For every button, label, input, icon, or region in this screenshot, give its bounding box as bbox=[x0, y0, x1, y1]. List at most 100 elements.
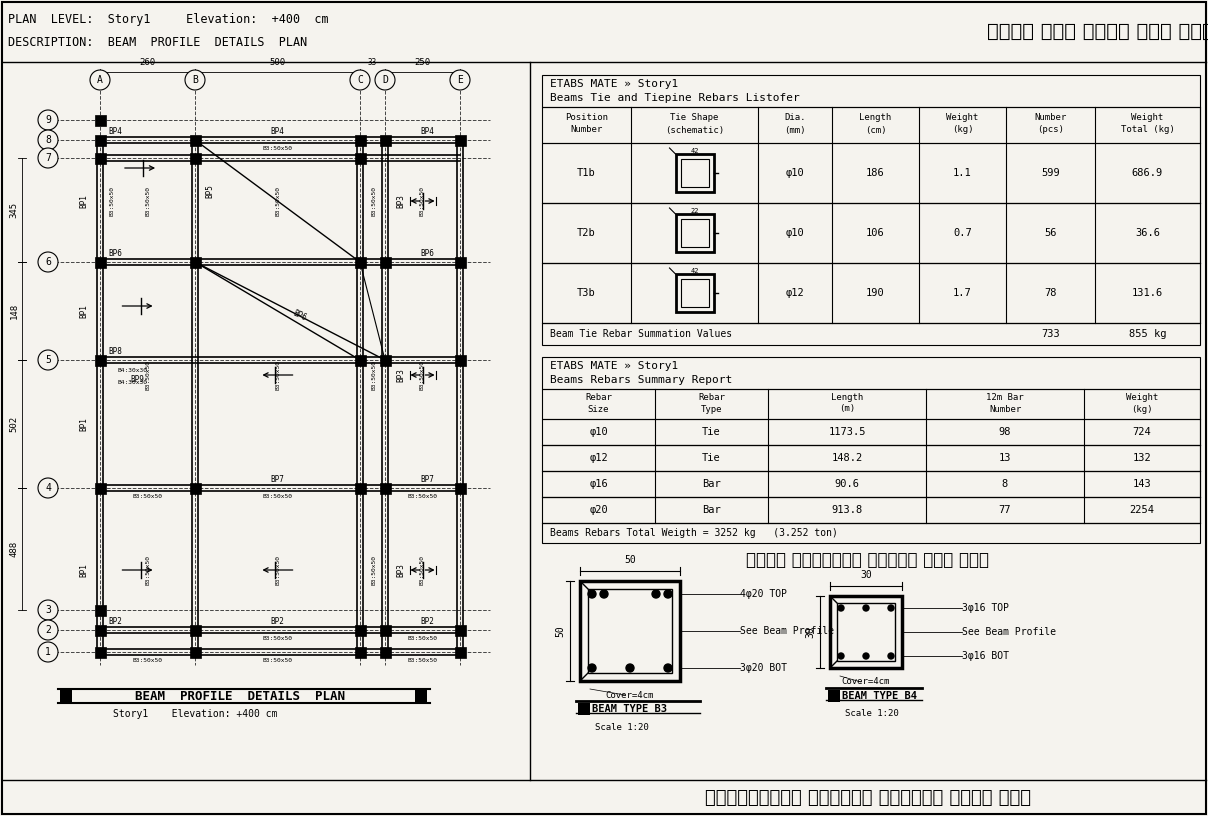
Circle shape bbox=[664, 664, 672, 672]
Text: 1: 1 bbox=[45, 647, 51, 657]
Circle shape bbox=[37, 600, 58, 620]
Bar bbox=[94, 135, 105, 145]
Text: (m): (m) bbox=[838, 405, 855, 414]
Text: Rebar: Rebar bbox=[585, 392, 612, 401]
Text: B3:50x50: B3:50x50 bbox=[372, 186, 377, 216]
Text: B3:50x50: B3:50x50 bbox=[275, 555, 280, 585]
Text: B3:50x50: B3:50x50 bbox=[110, 186, 115, 216]
Bar bbox=[379, 646, 390, 658]
Text: BP8: BP8 bbox=[108, 347, 122, 356]
Text: (kg): (kg) bbox=[1131, 405, 1152, 414]
Text: See Beam Profile: See Beam Profile bbox=[962, 627, 1056, 637]
Bar bbox=[94, 646, 105, 658]
Text: B3:50x50: B3:50x50 bbox=[420, 186, 425, 216]
Circle shape bbox=[37, 478, 58, 498]
Text: BP6: BP6 bbox=[108, 249, 122, 258]
Text: 5: 5 bbox=[45, 355, 51, 365]
Text: B3:50x50: B3:50x50 bbox=[145, 186, 150, 216]
Text: 500: 500 bbox=[269, 58, 285, 67]
Text: 30: 30 bbox=[805, 626, 815, 638]
Bar bbox=[675, 274, 714, 312]
Text: ETABS MATE » Story1: ETABS MATE » Story1 bbox=[550, 79, 678, 89]
Text: 4φ20 TOP: 4φ20 TOP bbox=[741, 589, 786, 599]
Text: 599: 599 bbox=[1041, 168, 1059, 178]
Text: BEAM TYPE B4: BEAM TYPE B4 bbox=[842, 691, 918, 701]
Bar bbox=[454, 135, 465, 145]
Text: BP7: BP7 bbox=[420, 474, 435, 484]
Text: 2254: 2254 bbox=[1129, 505, 1155, 515]
Bar bbox=[454, 624, 465, 636]
Text: Dia.: Dia. bbox=[784, 113, 806, 122]
Text: B4:30x30: B4:30x30 bbox=[118, 367, 149, 372]
Text: Cover=4cm: Cover=4cm bbox=[842, 677, 890, 686]
Text: φ20: φ20 bbox=[590, 505, 608, 515]
Text: 2: 2 bbox=[45, 625, 51, 635]
Text: 42: 42 bbox=[690, 268, 698, 274]
Circle shape bbox=[37, 252, 58, 272]
Text: 855 kg: 855 kg bbox=[1128, 329, 1166, 339]
Text: 132: 132 bbox=[1133, 453, 1151, 463]
Text: 56: 56 bbox=[1044, 228, 1057, 238]
Bar bbox=[354, 482, 366, 494]
Text: Beams Rebars Total Weigth = 3252 kg   (3.252 ton): Beams Rebars Total Weigth = 3252 kg (3.2… bbox=[550, 528, 838, 538]
Text: پلان تیر ریزی سقف اول: پلان تیر ریزی سقف اول bbox=[987, 23, 1208, 41]
Circle shape bbox=[863, 653, 869, 659]
Text: 250: 250 bbox=[414, 58, 430, 67]
Text: T3b: T3b bbox=[577, 288, 596, 298]
Text: B3:50x50: B3:50x50 bbox=[407, 494, 437, 499]
Text: DESCRIPTION:  BEAM  PROFILE  DETAILS  PLAN: DESCRIPTION: BEAM PROFILE DETAILS PLAN bbox=[8, 36, 307, 48]
Text: (cm): (cm) bbox=[865, 126, 887, 135]
Text: Tie: Tie bbox=[702, 453, 721, 463]
Bar bbox=[454, 354, 465, 366]
Text: 98: 98 bbox=[999, 427, 1011, 437]
Text: 148: 148 bbox=[10, 303, 18, 319]
Text: BP1: BP1 bbox=[80, 304, 88, 318]
Text: 13: 13 bbox=[999, 453, 1011, 463]
Text: 36.6: 36.6 bbox=[1136, 228, 1160, 238]
Bar bbox=[542, 323, 1200, 345]
Text: φ10: φ10 bbox=[785, 228, 805, 238]
Text: A: A bbox=[97, 75, 103, 85]
Circle shape bbox=[600, 590, 608, 598]
Bar bbox=[580, 581, 680, 681]
Text: BP2: BP2 bbox=[108, 617, 122, 626]
Text: 8: 8 bbox=[1001, 479, 1009, 489]
Circle shape bbox=[588, 664, 596, 672]
Bar bbox=[354, 354, 366, 366]
Text: B3:50x50: B3:50x50 bbox=[262, 145, 292, 150]
Text: (schematic): (schematic) bbox=[664, 126, 724, 135]
Circle shape bbox=[350, 70, 370, 90]
Text: Scale 1:20: Scale 1:20 bbox=[596, 722, 649, 731]
Text: میلگردهای سراسری تیرهای طبقه اول: میلگردهای سراسری تیرهای طبقه اول bbox=[705, 789, 1030, 807]
Text: BP1: BP1 bbox=[80, 563, 88, 577]
Text: BP4: BP4 bbox=[108, 126, 122, 135]
Bar bbox=[94, 256, 105, 268]
Text: BP3: BP3 bbox=[396, 194, 406, 208]
Text: E: E bbox=[457, 75, 463, 85]
Bar bbox=[190, 153, 201, 163]
Text: Number: Number bbox=[989, 405, 1021, 414]
Bar bbox=[542, 143, 1200, 203]
Bar bbox=[94, 482, 105, 494]
Bar bbox=[379, 354, 390, 366]
Circle shape bbox=[888, 653, 894, 659]
Bar bbox=[542, 75, 1200, 107]
Text: (mm): (mm) bbox=[784, 126, 806, 135]
Bar bbox=[94, 605, 105, 615]
Bar bbox=[542, 263, 1200, 323]
Bar bbox=[454, 482, 465, 494]
Text: B3:50x50: B3:50x50 bbox=[262, 494, 292, 499]
Text: BP7: BP7 bbox=[271, 474, 284, 484]
Bar bbox=[542, 523, 1200, 543]
Bar bbox=[542, 357, 1200, 389]
Text: Tie: Tie bbox=[702, 427, 721, 437]
Text: Weight: Weight bbox=[1126, 392, 1158, 401]
Text: جدول آرماتور مصرفی سقف اول: جدول آرماتور مصرفی سقف اول bbox=[747, 552, 989, 570]
Text: 7: 7 bbox=[45, 153, 51, 163]
Bar bbox=[454, 256, 465, 268]
Text: B3:50x50: B3:50x50 bbox=[407, 636, 437, 641]
Text: BP9: BP9 bbox=[130, 375, 144, 384]
Text: B3:50x50: B3:50x50 bbox=[262, 658, 292, 663]
Text: 190: 190 bbox=[866, 288, 885, 298]
Bar bbox=[827, 690, 840, 702]
